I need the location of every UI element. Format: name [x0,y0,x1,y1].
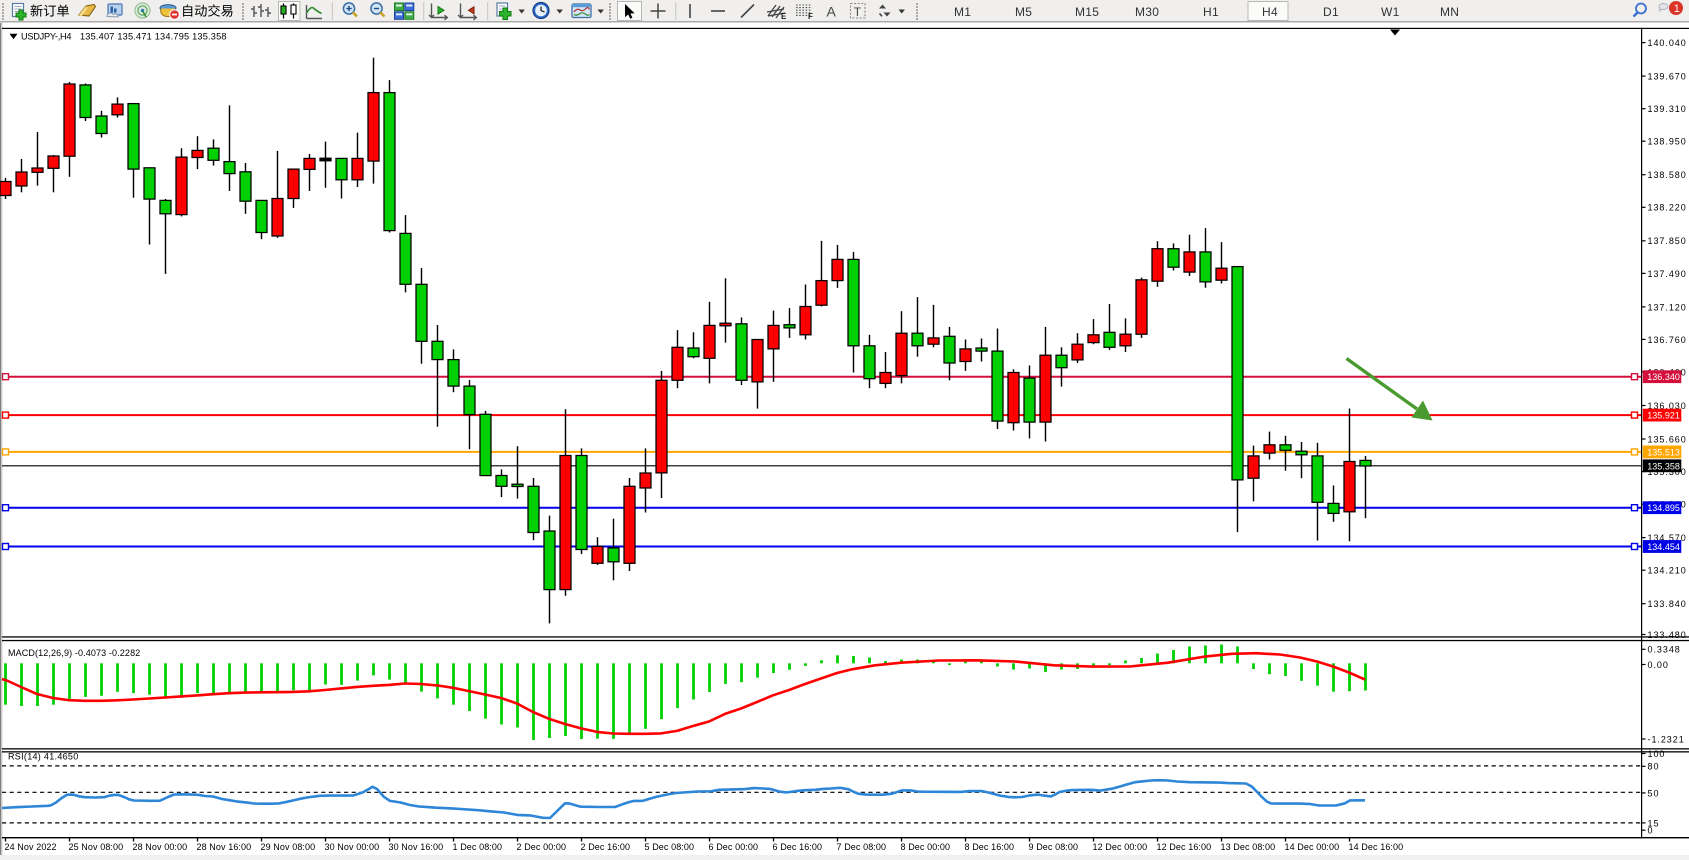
svg-text:M5: M5 [1015,5,1032,19]
svg-text:8 Dec 16:00: 8 Dec 16:00 [965,842,1015,852]
svg-text:5 Dec 08:00: 5 Dec 08:00 [645,842,695,852]
svg-text:25 Nov 08:00: 25 Nov 08:00 [69,842,124,852]
svg-text:138.580: 138.580 [1648,170,1687,180]
svg-text:7 Dec 08:00: 7 Dec 08:00 [837,842,887,852]
svg-text:6 Dec 16:00: 6 Dec 16:00 [773,842,823,852]
svg-text:136.030: 136.030 [1648,401,1687,411]
svg-text:136.340: 136.340 [1647,372,1680,382]
svg-text:136.760: 136.760 [1648,335,1687,345]
svg-text:14 Dec 00:00: 14 Dec 00:00 [1285,842,1340,852]
svg-text:0.3348: 0.3348 [1648,645,1681,655]
svg-text:100: 100 [1648,749,1666,759]
svg-text:A: A [827,4,837,20]
svg-text:2 Dec 00:00: 2 Dec 00:00 [517,842,567,852]
svg-text:135.921: 135.921 [1647,411,1680,421]
svg-text:28 Nov 16:00: 28 Nov 16:00 [197,842,252,852]
svg-text:139.670: 139.670 [1648,72,1687,82]
svg-text:137.850: 137.850 [1648,236,1687,246]
svg-text:137.490: 137.490 [1648,269,1687,279]
svg-text:50: 50 [1648,788,1660,798]
svg-text:T: T [854,5,862,19]
svg-text:RSI(14) 41.4650: RSI(14) 41.4650 [8,752,79,762]
svg-text:12 Dec 16:00: 12 Dec 16:00 [1157,842,1212,852]
svg-text:135.660: 135.660 [1648,434,1687,444]
svg-text:30 Nov 00:00: 30 Nov 00:00 [325,842,380,852]
svg-text:M1: M1 [954,5,971,19]
svg-text:E: E [781,12,787,21]
svg-text:135.358: 135.358 [1647,461,1680,471]
svg-text:8 Dec 00:00: 8 Dec 00:00 [901,842,951,852]
svg-text:29 Nov 08:00: 29 Nov 08:00 [261,842,316,852]
svg-text:0: 0 [1648,826,1654,836]
svg-text:134.454: 134.454 [1647,542,1680,552]
svg-text:138.220: 138.220 [1648,203,1687,213]
svg-text:H1: H1 [1203,5,1219,19]
svg-text:9 Dec 08:00: 9 Dec 08:00 [1029,842,1079,852]
svg-text:80: 80 [1648,762,1660,772]
svg-text:134.570: 134.570 [1648,533,1687,543]
svg-text:139.310: 139.310 [1648,104,1687,114]
svg-text:133.840: 133.840 [1648,599,1687,609]
svg-text:135.407 135.471 134.795 135.35: 135.407 135.471 134.795 135.358 [80,32,227,42]
svg-text:1: 1 [1674,3,1680,15]
svg-text:2 Dec 16:00: 2 Dec 16:00 [581,842,631,852]
svg-text:M15: M15 [1075,5,1099,19]
svg-text:0.00: 0.00 [1648,660,1669,670]
svg-text:-1.2321: -1.2321 [1648,734,1685,744]
svg-text:30 Nov 16:00: 30 Nov 16:00 [389,842,444,852]
svg-text:134.210: 134.210 [1648,566,1687,576]
svg-text:140.040: 140.040 [1648,38,1687,48]
svg-text:24 Nov 2022: 24 Nov 2022 [5,842,57,852]
svg-text:D1: D1 [1323,5,1339,19]
svg-text:M30: M30 [1135,5,1159,19]
svg-text:13 Dec 08:00: 13 Dec 08:00 [1221,842,1276,852]
svg-text:USDJPY-,H4: USDJPY-,H4 [21,32,71,42]
svg-text:15: 15 [1648,818,1660,828]
svg-text:134.895: 134.895 [1647,503,1680,513]
svg-text:12 Dec 00:00: 12 Dec 00:00 [1093,842,1148,852]
svg-text:W1: W1 [1381,5,1400,19]
svg-text:MN: MN [1440,5,1459,19]
svg-text:137.120: 137.120 [1648,302,1687,312]
svg-text:H4: H4 [1262,5,1278,19]
svg-text:14 Dec 16:00: 14 Dec 16:00 [1349,842,1404,852]
svg-text:MACD(12,26,9) -0.4073 -0.2282: MACD(12,26,9) -0.4073 -0.2282 [8,648,140,658]
svg-text:135.513: 135.513 [1647,447,1680,457]
svg-text:6 Dec 00:00: 6 Dec 00:00 [709,842,759,852]
svg-text:1 Dec 08:00: 1 Dec 08:00 [453,842,503,852]
svg-text:138.950: 138.950 [1648,137,1687,147]
svg-text:F: F [808,12,813,21]
svg-text:133.480: 133.480 [1648,630,1687,640]
svg-text:28 Nov 00:00: 28 Nov 00:00 [133,842,188,852]
